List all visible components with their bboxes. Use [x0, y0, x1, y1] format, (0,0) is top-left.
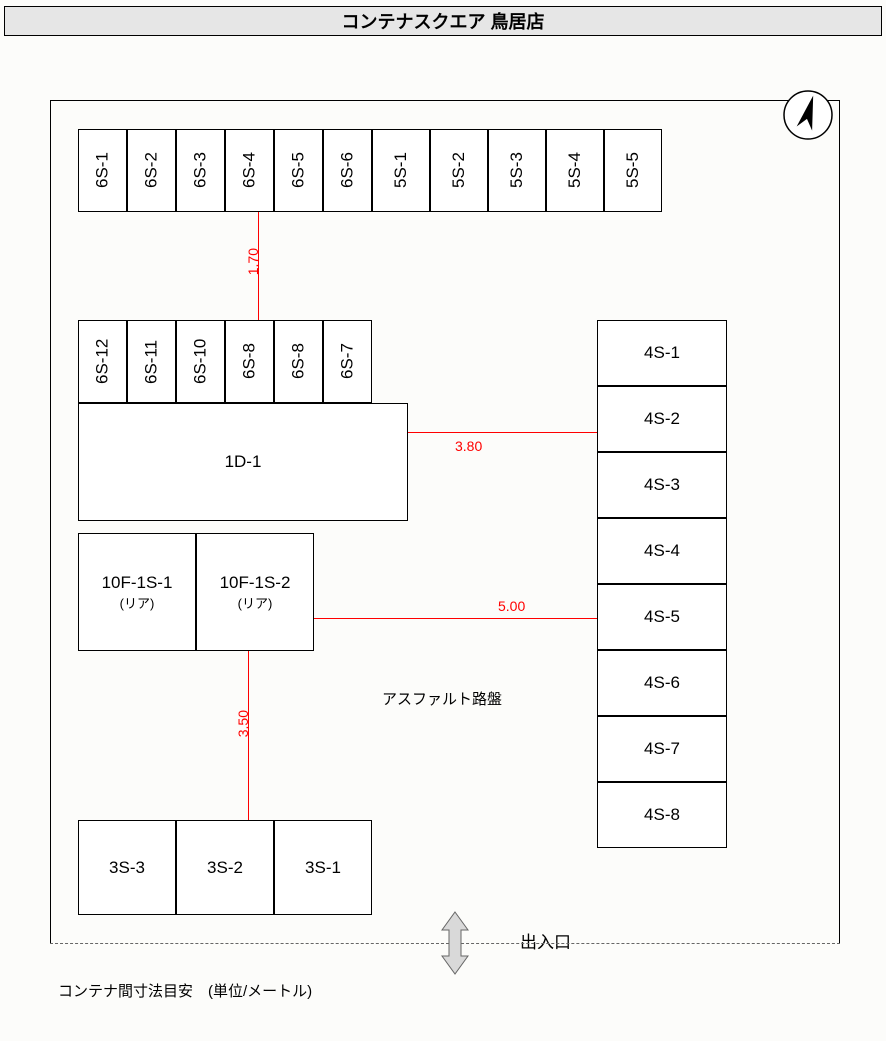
unit-4s-4: 4S-4 [597, 518, 727, 584]
title-text: コンテナスクエア 鳥居店 [342, 8, 545, 34]
unit-6s-4: 6S-4 [225, 129, 274, 212]
unit-3s-2: 3S-2 [176, 820, 274, 915]
dim-label: 3.80 [455, 438, 482, 454]
unit-6s-8: 6S-8 [225, 320, 274, 403]
unit-6s-1: 6S-1 [78, 129, 127, 212]
page-title: コンテナスクエア 鳥居店 [4, 6, 882, 36]
unit-6s-11: 6S-11 [127, 320, 176, 403]
unit-3s-1: 3S-1 [274, 820, 372, 915]
unit-4s-3: 4S-3 [597, 452, 727, 518]
unit-6s-3: 6S-3 [176, 129, 225, 212]
unit-5s-5: 5S-5 [604, 129, 662, 212]
unit-6s-7: 6S-7 [323, 320, 372, 403]
unit-4s-6: 4S-6 [597, 650, 727, 716]
footer-note: コンテナ間寸法目安 (単位/メートル) [58, 980, 312, 1001]
unit-4s-7: 4S-7 [597, 716, 727, 782]
unit-4s-2: 4S-2 [597, 386, 727, 452]
dim-label: 3.50 [235, 710, 251, 737]
dim-label: 1.70 [245, 248, 261, 275]
unit-6s-5: 6S-5 [274, 129, 323, 212]
unit-1d-1: 1D-1 [78, 403, 408, 521]
site-wall-top [50, 100, 840, 101]
unit-6s-8: 6S-8 [274, 320, 323, 403]
unit-3s-3: 3S-3 [78, 820, 176, 915]
unit-6s-2: 6S-2 [127, 129, 176, 212]
unit-4s-5: 4S-5 [597, 584, 727, 650]
unit-6s-6: 6S-6 [323, 129, 372, 212]
compass-icon [782, 89, 834, 141]
unit-10f-1s-2: 10F-1S-2(リア) [196, 533, 314, 651]
unit-5s-3: 5S-3 [488, 129, 546, 212]
site-wall-right [839, 100, 840, 944]
unit-6s-12: 6S-12 [78, 320, 127, 403]
dim-line [314, 618, 597, 619]
unit-4s-1: 4S-1 [597, 320, 727, 386]
entrance-arrow-icon [436, 910, 474, 976]
site-wall-left [50, 100, 51, 944]
unit-5s-4: 5S-4 [546, 129, 604, 212]
unit-6s-10: 6S-10 [176, 320, 225, 403]
unit-10f-1s-1: 10F-1S-1(リア) [78, 533, 196, 651]
dim-line [408, 432, 597, 433]
unit-5s-1: 5S-1 [372, 129, 430, 212]
entrance-label: 出入口 [520, 928, 571, 953]
unit-4s-8: 4S-8 [597, 782, 727, 848]
unit-5s-2: 5S-2 [430, 129, 488, 212]
dim-label: 5.00 [498, 598, 525, 614]
asphalt-label: アスファルト路盤 [382, 688, 502, 709]
